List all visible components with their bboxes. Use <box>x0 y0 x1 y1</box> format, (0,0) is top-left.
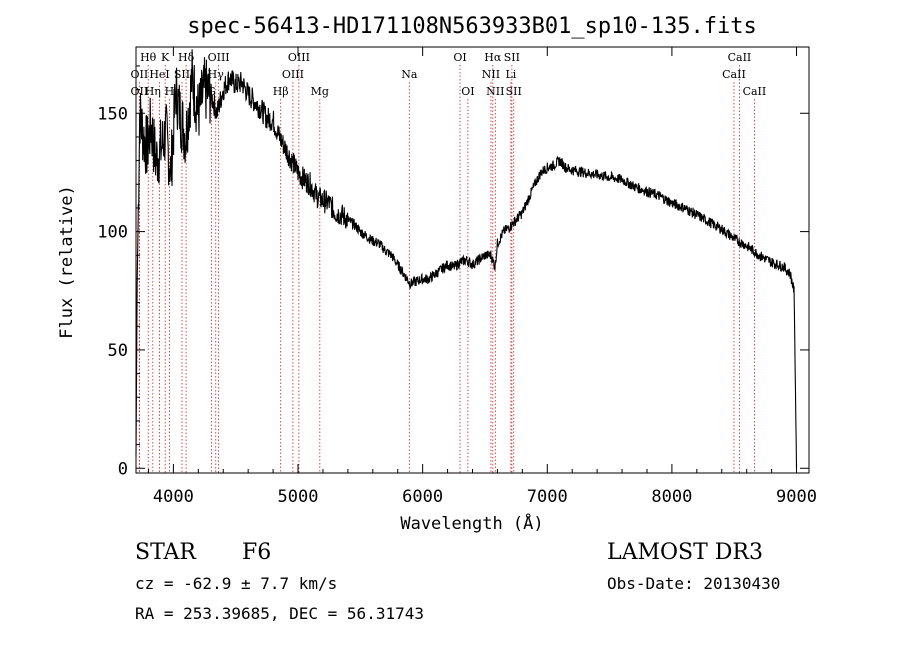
line-label-SII: SII <box>506 85 522 98</box>
y-tick-label: 50 <box>108 341 128 361</box>
line-label-OII: OII <box>131 85 149 98</box>
coordinates: RA = 253.39685, DEC = 56.31743 <box>135 604 424 623</box>
x-tick-label: 4000 <box>153 487 194 507</box>
x-tick-label: 9000 <box>776 487 817 507</box>
x-tick-label: 7000 <box>527 487 568 507</box>
line-label-CaII: CaII <box>743 85 767 98</box>
line-label-Hγ: Hγ <box>208 68 225 81</box>
line-label-OI: OI <box>461 85 474 98</box>
line-label-Hθ: Hθ <box>140 51 157 64</box>
x-axis: 4000 5000 6000 7000 8000 9000 <box>147 47 817 507</box>
line-label-Hα: Hα <box>484 51 502 64</box>
line-label-OIII: OIII <box>208 51 230 64</box>
plot-frame <box>135 46 810 474</box>
x-tick-label: 6000 <box>402 487 443 507</box>
line-label-CaII: CaII <box>722 68 746 81</box>
spectrum-line <box>135 49 798 469</box>
line-label-K: K <box>161 51 170 64</box>
spectrum-chart: spec-56413-HD171108N563933B01_sp10-135.f… <box>57 14 817 534</box>
line-label-NII: NII <box>486 85 504 98</box>
y-tick-label: 150 <box>97 104 128 124</box>
object-subclass: F6 <box>242 540 272 565</box>
line-label-Hδ: Hδ <box>178 51 195 64</box>
line-label-CaII: CaII <box>728 51 752 64</box>
line-label-Hη: Hη <box>145 85 161 98</box>
x-tick-label: 5000 <box>278 487 319 507</box>
x-axis-label: Wavelength (Å) <box>400 512 543 534</box>
x-tick-label: 8000 <box>651 487 692 507</box>
line-label-OI: OI <box>453 51 466 64</box>
line-label-NII: NII <box>482 68 500 81</box>
line-label-Hβ: Hβ <box>273 85 289 98</box>
observation-date: Obs-Date: 20130430 <box>607 574 781 593</box>
line-label-HeI: HeI <box>149 68 169 81</box>
line-label-SII: SII <box>504 51 520 64</box>
chart-title: spec-56413-HD171108N563933B01_sp10-135.f… <box>187 14 757 39</box>
line-label-Mg: Mg <box>311 85 329 98</box>
object-class: STAR <box>135 540 196 565</box>
redshift-cz: cz = -62.9 ± 7.7 km/s <box>135 574 338 593</box>
line-label-OIII: OIII <box>288 51 310 64</box>
y-tick-label: 0 <box>118 459 128 479</box>
line-label-Li: Li <box>505 68 516 81</box>
survey-name: LAMOST DR3 <box>607 540 763 565</box>
line-label-H: H <box>165 85 175 98</box>
y-axis: 0 50 100 150 <box>97 65 809 479</box>
y-tick-label: 100 <box>97 223 128 243</box>
line-label-OIII: OIII <box>282 68 304 81</box>
line-label-OII: OII <box>131 68 149 81</box>
y-axis-label: Flux (relative) <box>57 185 77 339</box>
line-label-Na: Na <box>401 68 418 81</box>
line-label-SII: SII <box>174 68 190 81</box>
